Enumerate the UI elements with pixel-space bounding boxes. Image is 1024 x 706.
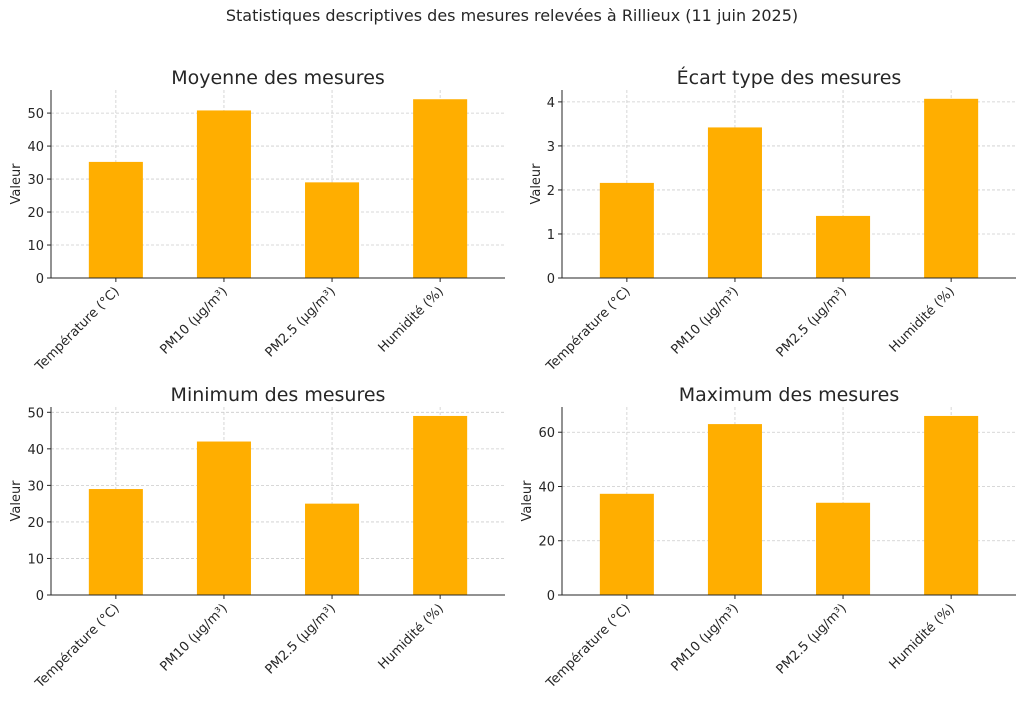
bar-min-2 — [305, 503, 360, 595]
y-tick-label: 4 — [547, 96, 555, 111]
bar-mean-2 — [305, 182, 360, 278]
y-tick-label: 40 — [27, 443, 44, 458]
y-tick-label: 20 — [538, 535, 555, 550]
chart-title-min: Minimum des mesures — [171, 384, 386, 406]
bar-std-0 — [599, 182, 654, 278]
bar-max-1 — [707, 424, 762, 595]
y-tick-label: 1 — [547, 228, 555, 243]
bar-min-1 — [196, 441, 251, 595]
bar-mean-3 — [413, 99, 468, 279]
y-tick-label: 0 — [547, 272, 555, 287]
y-tick-label: 20 — [27, 206, 44, 221]
chart-panel-mean: 0 10 20 30 40 50 Température (°C) PM10 (µg/m³) P… — [0, 0, 512, 375]
bar-std-3 — [924, 98, 979, 278]
y-tick-label: 30 — [27, 479, 44, 494]
bar-std-1 — [707, 127, 762, 278]
bar-mean-1 — [196, 110, 251, 278]
chart-title-mean: Moyenne des mesures — [171, 67, 385, 89]
bar-std-2 — [816, 215, 871, 278]
chart-title-max: Maximum des mesures — [679, 384, 899, 406]
x-tick-label: PM10 (µg/m³) — [668, 601, 741, 674]
bar-max-2 — [816, 502, 871, 595]
y-tick-label: 0 — [547, 589, 555, 604]
y-tick-label: 40 — [538, 480, 555, 495]
figure-title: Statistiques descriptives des mesures re… — [225, 6, 799, 25]
chart-title-std: Écart type des mesures — [677, 66, 902, 89]
bar-min-3 — [413, 415, 468, 595]
y-tick-label: 10 — [27, 552, 44, 567]
y-tick-label: 3 — [547, 140, 555, 155]
bar-max-3 — [924, 415, 979, 595]
y-tick-label: 0 — [36, 272, 44, 287]
y-tick-label: 2 — [547, 184, 555, 199]
chart-panel-min: 0 10 20 30 40 50 Température (°C) PM10 (µg/m³) P… — [9, 384, 505, 692]
y-tick-label: 50 — [27, 107, 44, 122]
chart-panel-std: 0 1 2 3 4 Température (°C) PM10 (µg/m³) PM2.5 (… — [529, 66, 1016, 375]
y-tick-label: 30 — [27, 173, 44, 188]
y-tick-label: 40 — [27, 140, 44, 155]
bar-max-0 — [599, 493, 654, 595]
y-tick-label: 0 — [36, 589, 44, 604]
y-tick-label: 20 — [27, 516, 44, 531]
y-axis-label: Valeur — [529, 163, 544, 205]
y-axis-label: Valeur — [9, 163, 24, 205]
y-tick-label: 60 — [538, 426, 555, 441]
x-tick-label: PM2.5 (µg/m³) — [774, 601, 850, 677]
y-tick-label: 10 — [27, 239, 44, 254]
y-axis-label: Valeur — [9, 480, 24, 522]
bar-min-0 — [88, 489, 143, 595]
x-tick-label: Température (°C) — [543, 601, 634, 692]
x-tick-label: Humidité (%) — [887, 601, 958, 672]
y-tick-label: 50 — [27, 406, 44, 421]
bar-mean-0 — [88, 161, 143, 278]
y-axis-label: Valeur — [520, 480, 535, 522]
